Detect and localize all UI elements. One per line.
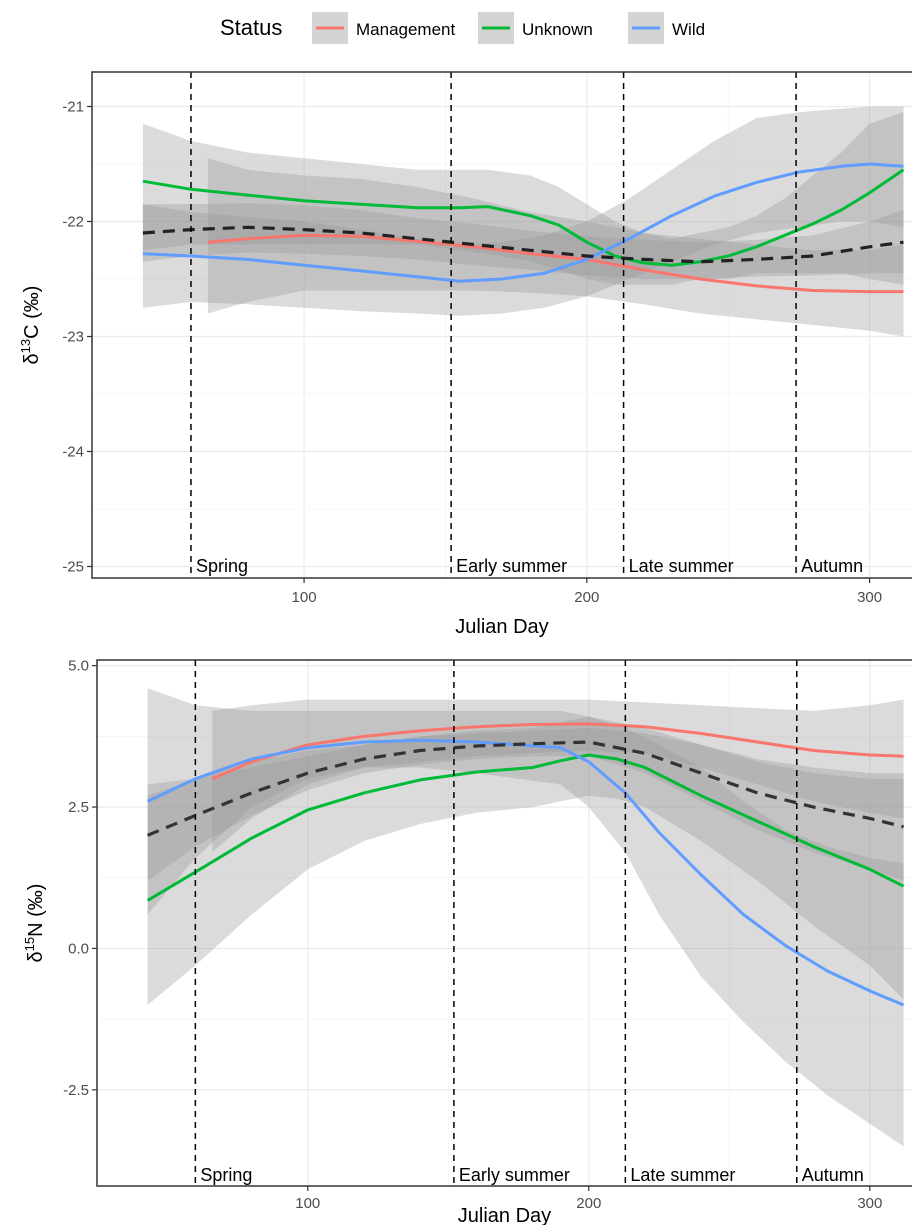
confidence-ribbon-unknown xyxy=(142,112,904,285)
panel-carbon: Spring Early summer Late summer Autumn 100 20… xyxy=(18,71,912,638)
grid xyxy=(92,72,912,578)
legend-entry-unknown: Unknown xyxy=(478,12,593,44)
legend-label: Management xyxy=(356,20,456,39)
season-label: Spring xyxy=(200,1165,252,1185)
series-line-wild xyxy=(142,162,904,283)
legend-label: Wild xyxy=(672,20,705,39)
season-label: Spring xyxy=(196,556,248,576)
series-line-management xyxy=(207,233,904,294)
legend-entry-wild: Wild xyxy=(628,12,705,44)
plot-background xyxy=(97,660,912,1186)
grid xyxy=(97,660,912,1186)
legend-label: Unknown xyxy=(522,20,593,39)
season-label: Late summer xyxy=(629,556,734,576)
y-tick-label: -2.5 xyxy=(63,1082,89,1099)
panel-nitrogen: Spring Early summer Late summer Autumn 100 20… xyxy=(22,658,912,1227)
x-tick-label: 300 xyxy=(857,1195,882,1212)
season-label: Early summer xyxy=(459,1165,570,1185)
y-tick-label: -22 xyxy=(62,214,84,231)
x-tick-label: 300 xyxy=(857,589,882,606)
y-tick-label: -25 xyxy=(62,559,84,576)
confidence-ribbon-wild xyxy=(142,106,904,316)
x-tick-label: 200 xyxy=(574,589,599,606)
y-tick-label: -24 xyxy=(62,444,84,461)
series-line-unknown xyxy=(142,168,905,267)
y-tick-label: -21 xyxy=(62,99,84,116)
season-label: Autumn xyxy=(801,556,863,576)
plot-area xyxy=(146,688,905,1147)
series-line-overall xyxy=(142,225,904,264)
series-line-overall xyxy=(146,740,904,837)
x-tick-label: 100 xyxy=(295,1195,320,1212)
series-line-management xyxy=(211,722,904,781)
plot-area xyxy=(142,106,905,337)
season-label: Late summer xyxy=(630,1165,735,1185)
series-line-wild xyxy=(146,738,905,1007)
y-tick-label: 0.0 xyxy=(68,940,89,957)
panel-border xyxy=(91,71,912,579)
x-tick-label: 200 xyxy=(576,1195,601,1212)
legend-entry-management: Management xyxy=(312,12,456,44)
x-tick-label: 100 xyxy=(292,589,317,606)
legend-entries: Management Unknown Wild xyxy=(312,12,705,44)
y-axis-label: δ15N (‰) xyxy=(22,884,47,963)
y-tick-label: -23 xyxy=(62,329,84,346)
legend-title: Status xyxy=(220,15,282,40)
series-line-unknown xyxy=(146,753,905,902)
confidence-ribbon-unknown xyxy=(147,716,904,1005)
y-tick-label: 2.5 xyxy=(68,799,89,816)
x-axis-label: Julian Day xyxy=(455,616,548,638)
legend: Status Management Unknown Wild xyxy=(220,12,705,44)
panel-border xyxy=(96,659,912,1187)
y-axis-label: δ13C (‰) xyxy=(18,286,43,365)
season-label: Early summer xyxy=(456,556,567,576)
x-axis-label: Julian Day xyxy=(458,1205,551,1225)
confidence-ribbon-management xyxy=(207,158,904,337)
y-tick-label: 5.0 xyxy=(68,658,89,675)
plot-background xyxy=(92,72,912,578)
season-label: Autumn xyxy=(802,1165,864,1185)
